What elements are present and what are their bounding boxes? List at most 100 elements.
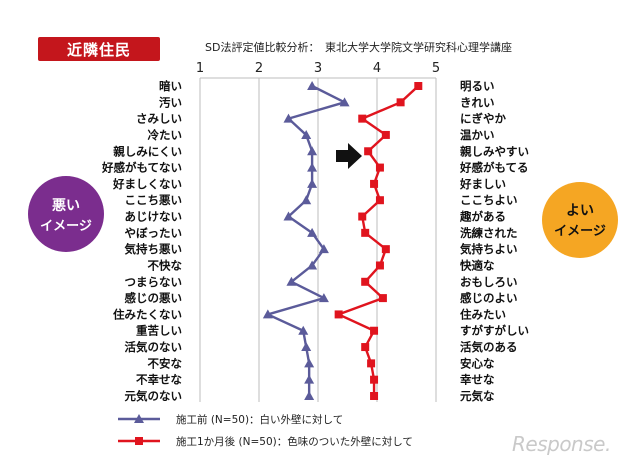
left-adjective-label: 不快な [148, 258, 183, 272]
data-point [286, 276, 297, 286]
x-tick-label: 1 [196, 61, 204, 76]
data-point [361, 277, 370, 286]
chart-subtitle: SD法評定値比較分析： 東北大学大学院文学研究科心理学講座 [205, 41, 512, 54]
left-adjective-label: 冷たい [148, 128, 183, 142]
x-tick-label: 2 [255, 61, 263, 76]
bad-image-label-line1: 悪い [52, 198, 80, 214]
right-adjective-label: すがすがしい [460, 324, 529, 338]
data-point [304, 358, 315, 368]
right-adjective-label: 好感がもてる [459, 161, 529, 175]
right-adjective-label: 温かい [460, 128, 495, 142]
data-point [381, 130, 390, 139]
right-adjective-label: 幸せな [460, 373, 495, 387]
data-point [339, 97, 350, 107]
left-adjective-label: 活気のない [125, 340, 183, 354]
data-point [298, 325, 309, 335]
left-adjective-label: つまらない [125, 275, 183, 289]
data-point [307, 162, 318, 172]
right-adjective-label: 活気のある [460, 340, 518, 354]
left-adjective-label: 元気のない [125, 389, 183, 403]
right-adjective-label: 元気な [460, 389, 495, 403]
data-point [375, 261, 384, 270]
legend-marker [135, 437, 143, 445]
left-adjective-label: 重苦しい [136, 324, 182, 338]
x-tick-label: 3 [314, 61, 322, 76]
data-point [361, 228, 370, 237]
data-point [378, 294, 387, 303]
left-adjective-label: 不幸せな [136, 373, 182, 387]
data-point [307, 146, 318, 156]
left-adjective-label: 住みたくない [113, 307, 182, 321]
residents-badge: 近隣住民 [38, 37, 160, 61]
data-point [307, 260, 318, 270]
data-point [318, 244, 329, 254]
left-adjective-label: あじけない [125, 210, 183, 224]
right-adjective-label: 親しみやすい [460, 144, 529, 158]
data-point [283, 113, 294, 123]
right-adjective-label: 明るい [460, 79, 495, 93]
data-point [301, 129, 312, 139]
left-adjective-label: 親しみにくい [113, 144, 182, 158]
right-adjective-label: おもしろい [460, 275, 518, 289]
left-adjective-label: 気持ち悪い [125, 242, 183, 256]
left-adjective-label: ここち悪い [125, 193, 183, 207]
data-point [307, 178, 318, 188]
data-point [370, 375, 379, 384]
x-tick-label: 5 [432, 61, 440, 76]
right-adjective-label: 好ましい [459, 177, 506, 191]
good-image-circle [542, 182, 618, 258]
bad-image-label-line2: イメージ [40, 219, 92, 234]
data-point [358, 114, 367, 123]
left-adjective-label: 暗い [159, 79, 182, 93]
right-adjective-label: 気持ちよい [460, 242, 518, 256]
data-point [307, 81, 318, 90]
left-adjective-label: 感じの悪い [125, 291, 183, 305]
data-point [334, 310, 343, 319]
data-point [307, 227, 318, 237]
data-point [304, 374, 315, 384]
right-adjective-label: にぎやか [460, 112, 506, 126]
right-adjective-label: 感じのよい [460, 291, 518, 305]
series-line [337, 85, 420, 396]
left-adjective-label: 不安な [148, 356, 183, 370]
legend-label: 施工1か月後 (N=50)：色味のついた外壁に対して [176, 435, 413, 448]
data-point [370, 392, 379, 400]
data-point [283, 211, 294, 221]
data-point [396, 98, 405, 107]
data-point [364, 147, 373, 156]
response-watermark: Response. [512, 432, 611, 456]
left-adjective-label: 好ましくない [112, 177, 182, 191]
right-adjective-label: 洗練された [460, 226, 518, 240]
data-point [358, 212, 367, 221]
data-point [367, 359, 376, 368]
good-image-label-line2: イメージ [554, 224, 606, 239]
good-image-label-line1: よい [566, 203, 594, 219]
data-point [375, 163, 384, 172]
x-tick-label: 4 [373, 61, 381, 76]
left-adjective-label: 好感がもてない [101, 161, 182, 175]
data-point [370, 179, 379, 188]
right-adjective-label: 趣がある [459, 210, 506, 224]
right-adjective-label: きれい [460, 95, 495, 109]
right-adjective-label: ここちよい [460, 193, 518, 207]
legend-label: 施工前 (N=50)：白い外壁に対して [176, 413, 343, 426]
data-point [370, 326, 379, 335]
data-point [262, 309, 273, 319]
bad-image-circle [28, 176, 104, 252]
data-point [381, 245, 390, 254]
left-adjective-label: 汚い [159, 95, 182, 109]
data-point [414, 82, 423, 90]
left-adjective-label: さみしい [136, 112, 182, 126]
left-adjective-label: やぼったい [125, 226, 183, 240]
data-point [301, 195, 312, 205]
data-point [375, 196, 384, 205]
data-point [301, 342, 312, 352]
right-adjective-label: 安心な [460, 356, 495, 370]
data-point [361, 343, 370, 352]
arrow-icon [336, 143, 362, 169]
right-adjective-label: 快適な [459, 258, 495, 272]
data-point [304, 391, 315, 400]
right-adjective-label: 住みたい [460, 307, 506, 321]
